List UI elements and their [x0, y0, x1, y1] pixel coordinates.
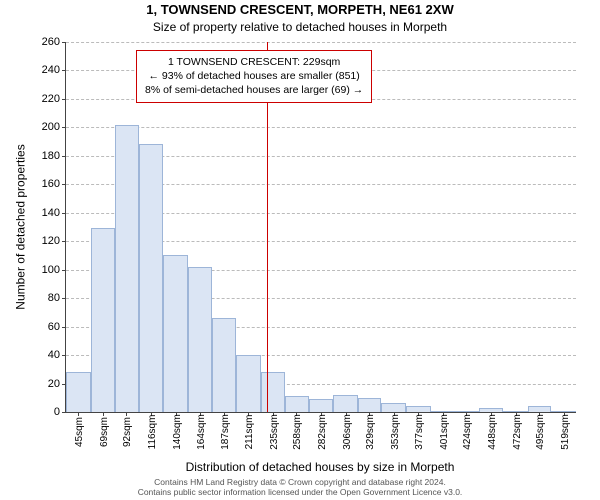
xtick-label: 258sqm [292, 414, 303, 450]
xtick-label: 519sqm [560, 414, 571, 450]
ytick-label: 240 [42, 64, 60, 76]
histogram-bar [381, 403, 406, 412]
histogram-bar [309, 399, 334, 412]
xtick-label: 187sqm [220, 414, 231, 450]
ytick-label: 20 [48, 378, 60, 390]
ytick-label: 60 [48, 321, 60, 333]
xtick-label: 211sqm [244, 415, 255, 450]
xtick-label: 116sqm [147, 415, 158, 450]
histogram-bar [358, 398, 382, 412]
histogram-bar [91, 228, 116, 412]
chart-title-address: 1, TOWNSEND CRESCENT, MORPETH, NE61 2XW [0, 2, 600, 17]
xtick-label: 235sqm [269, 414, 280, 450]
annotation-box: 1 TOWNSEND CRESCENT: 229sqm← 93% of deta… [136, 50, 372, 103]
xtick-label: 45sqm [74, 417, 85, 447]
ytick-label: 200 [42, 121, 60, 133]
ytick-mark [62, 412, 66, 413]
gridline-h [66, 127, 576, 128]
ytick-label: 180 [42, 150, 60, 162]
annotation-line: ← 93% of detached houses are smaller (85… [145, 69, 363, 83]
histogram-bar [503, 411, 528, 412]
footer-line-2: Contains public sector information licen… [0, 487, 600, 498]
histogram-bar [455, 411, 479, 412]
xtick-label: 69sqm [99, 417, 110, 447]
ytick-label: 160 [42, 178, 60, 190]
x-axis-label: Distribution of detached houses by size … [65, 460, 575, 474]
histogram-bar [212, 318, 236, 412]
ytick-label: 140 [42, 207, 60, 219]
histogram-bar [333, 395, 358, 412]
xtick-label: 140sqm [172, 414, 183, 450]
xtick-mark [78, 412, 79, 416]
histogram-bar [431, 411, 456, 412]
ytick-label: 220 [42, 93, 60, 105]
chart-subtitle: Size of property relative to detached ho… [0, 20, 600, 34]
ytick-label: 40 [48, 349, 60, 361]
ytick-label: 100 [42, 264, 60, 276]
histogram-bar [66, 372, 91, 412]
ytick-label: 80 [48, 292, 60, 304]
xtick-label: 424sqm [462, 414, 473, 450]
annotation-line: 8% of semi-detached houses are larger (6… [145, 83, 363, 97]
ytick-label: 120 [42, 235, 60, 247]
histogram-bar [163, 255, 188, 412]
xtick-label: 282sqm [317, 414, 328, 450]
histogram-bar [188, 267, 213, 412]
ytick-label: 0 [54, 406, 60, 418]
xtick-mark [103, 412, 104, 416]
xtick-label: 353sqm [390, 414, 401, 450]
xtick-label: 377sqm [414, 414, 425, 450]
histogram-bar [139, 144, 164, 412]
histogram-bar [236, 355, 261, 412]
xtick-label: 495sqm [535, 414, 546, 450]
annotation-line: 1 TOWNSEND CRESCENT: 229sqm [145, 55, 363, 69]
xtick-label: 472sqm [512, 414, 523, 450]
xtick-label: 164sqm [196, 414, 207, 450]
xtick-label: 448sqm [487, 414, 498, 450]
ytick-label: 260 [42, 36, 60, 48]
chart-container: { "chart": { "type": "histogram", "title… [0, 0, 600, 500]
xtick-label: 401sqm [439, 414, 450, 450]
histogram-bar [261, 372, 286, 412]
y-axis-label: Number of detached properties [14, 42, 28, 412]
footer-attribution: Contains HM Land Registry data © Crown c… [0, 477, 600, 498]
histogram-bar [551, 411, 576, 412]
histogram-bar [406, 406, 431, 412]
histogram-bar [479, 408, 504, 412]
histogram-bar [115, 125, 139, 412]
gridline-h [66, 42, 576, 43]
histogram-bar [285, 396, 309, 412]
histogram-bar [528, 406, 552, 412]
xtick-label: 92sqm [122, 417, 133, 447]
plot-area: 1 TOWNSEND CRESCENT: 229sqm← 93% of deta… [65, 42, 576, 413]
footer-line-1: Contains HM Land Registry data © Crown c… [0, 477, 600, 488]
xtick-mark [126, 412, 127, 416]
xtick-label: 306sqm [342, 414, 353, 450]
xtick-label: 329sqm [365, 414, 376, 450]
